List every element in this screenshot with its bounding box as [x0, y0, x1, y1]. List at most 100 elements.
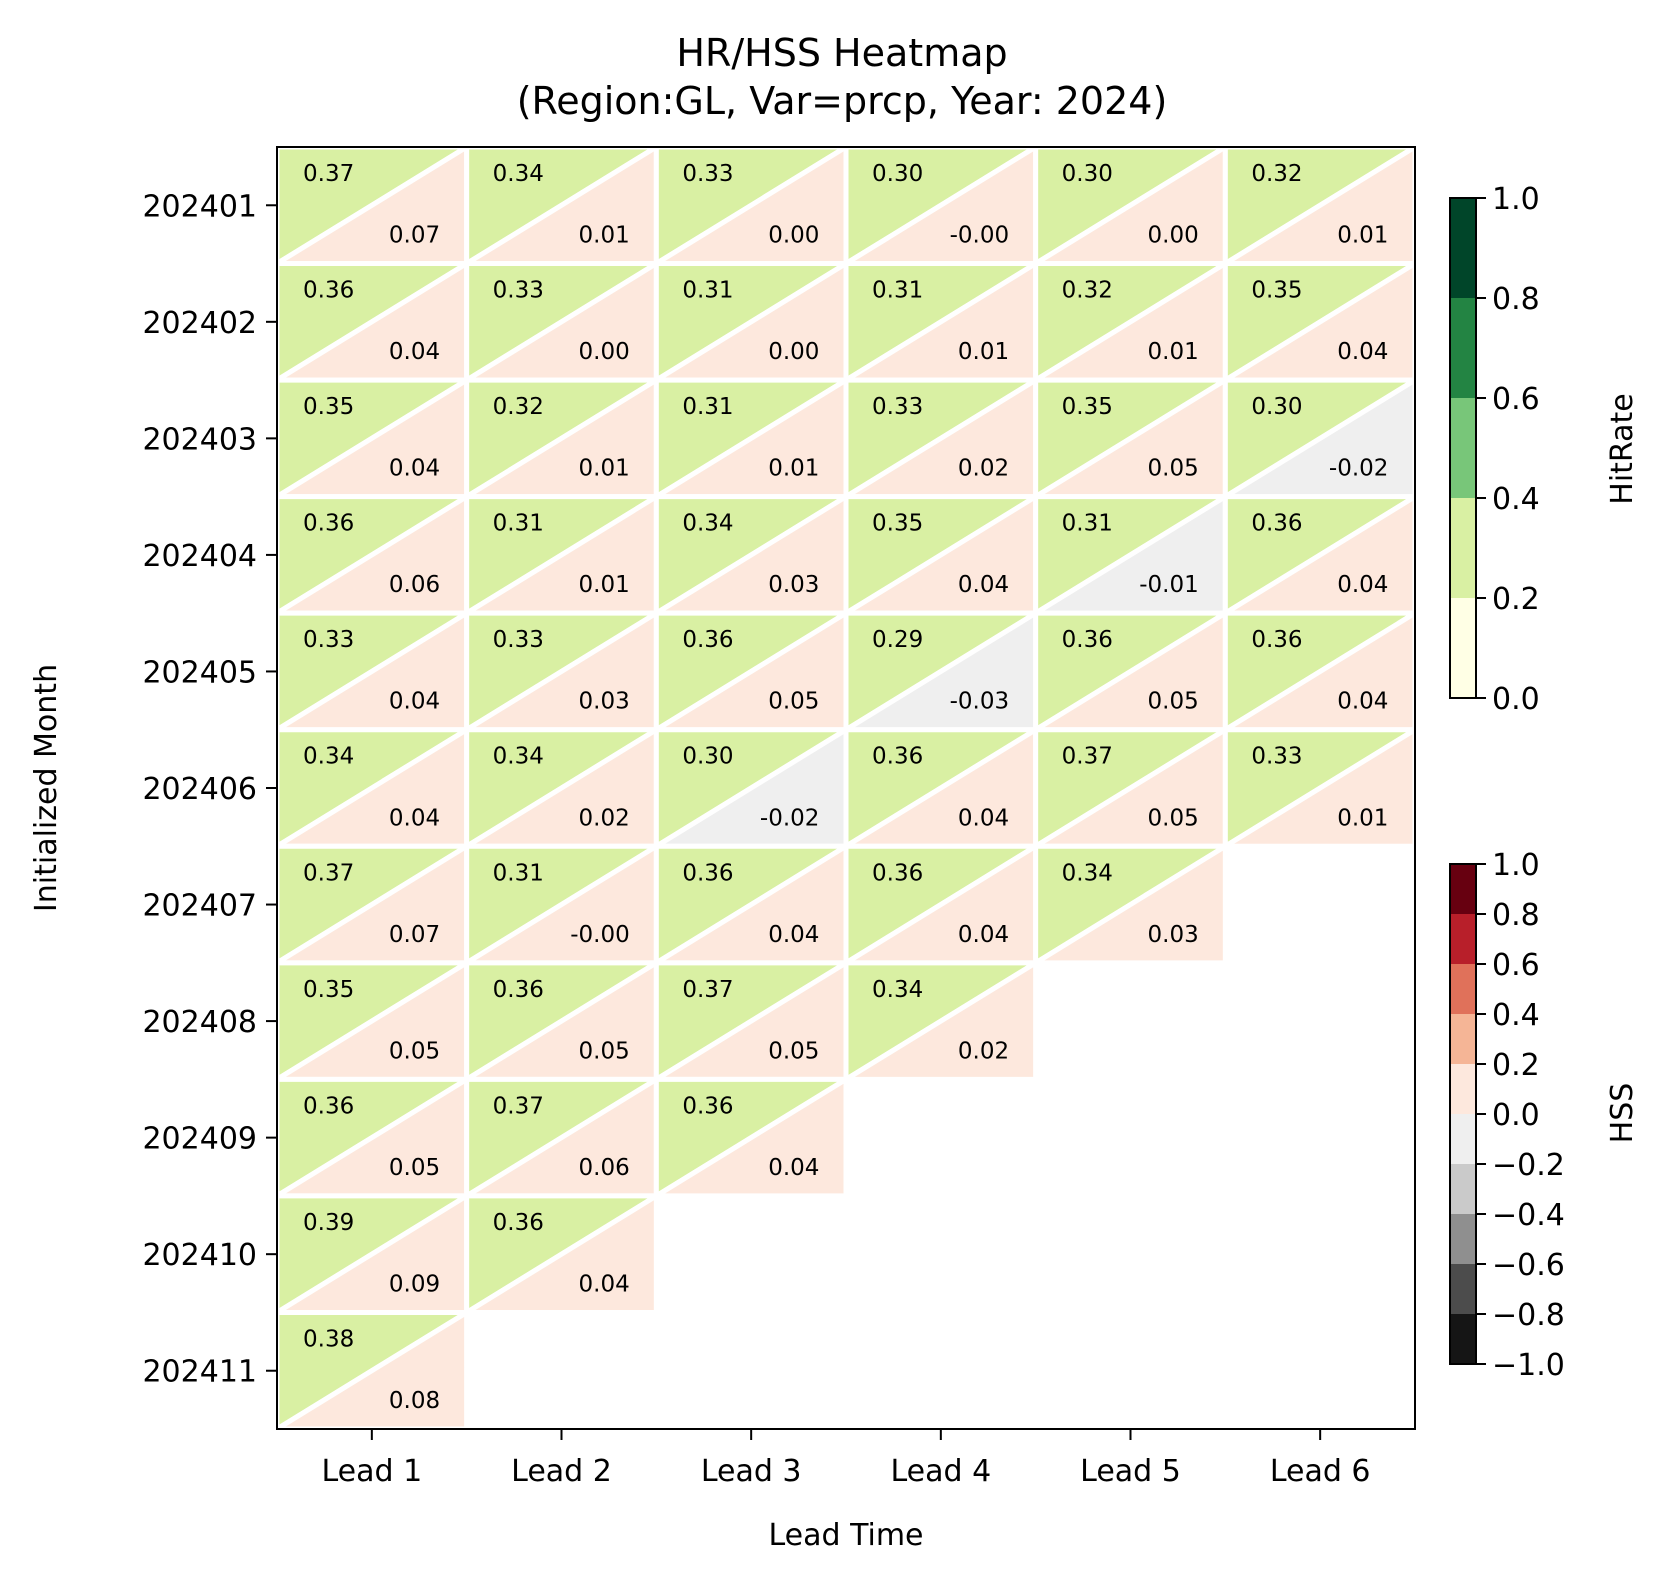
- heatmap-cell: 0.31 0.01: [647, 375, 855, 502]
- heatmap-cell: 0.34 0.02: [837, 958, 1045, 1084]
- hitrate-value-label: 0.36: [1251, 627, 1302, 653]
- hss-value-label: 0.00: [768, 223, 819, 249]
- hitrate-colorbar-segment: [1450, 598, 1476, 698]
- hss-triangle: [837, 958, 1039, 1082]
- hitrate-value-label: 0.37: [682, 977, 733, 1003]
- hss-value-label: 0.04: [958, 572, 1009, 598]
- hitrate-colorbar-label: HitRate: [1605, 393, 1640, 504]
- hss-value-label: 0.05: [1148, 689, 1199, 715]
- heatmap-cell: 0.32 0.01: [1026, 259, 1235, 385]
- hitrate-value-label: 0.36: [303, 278, 354, 304]
- heatmap-cell: 0.33 0.00: [457, 259, 666, 385]
- hss-colorbar-tick-label: −0.2: [1492, 1148, 1565, 1183]
- heatmap-cell: 0.36 0.04: [647, 1074, 855, 1201]
- heatmap-cell: 0.37 0.07: [268, 841, 476, 968]
- hss-colorbar-segment: [1450, 1214, 1476, 1264]
- hss-value-label: 0.00: [579, 339, 630, 365]
- heatmap-cell: 0.35 0.05: [268, 958, 476, 1084]
- hitrate-value-label: 0.33: [493, 278, 544, 304]
- heatmap-cell: 0.36 0.05: [1026, 608, 1235, 735]
- heatmap-cell: 0.34 0.03: [647, 492, 855, 618]
- hitrate-value-label: 0.35: [872, 511, 923, 537]
- hss-colorbar-tick-label: 0.6: [1492, 948, 1540, 983]
- hitrate-value-label: 0.31: [872, 278, 923, 304]
- hitrate-value-label: 0.29: [872, 627, 923, 653]
- heatmap-cell: 0.36 0.04: [647, 841, 855, 968]
- y-tick-label: 202404: [142, 539, 257, 574]
- hss-value-label: -0.02: [1329, 456, 1389, 482]
- hss-value-label: 0.01: [579, 223, 630, 249]
- hss-value-label: 0.02: [958, 456, 1009, 482]
- hitrate-value-label: 0.37: [493, 1093, 544, 1119]
- hss-colorbar-segment: [1450, 1114, 1476, 1164]
- heatmap-cell: 0.31 0.01: [457, 492, 666, 618]
- heatmap-cell: 0.36 0.04: [457, 1191, 666, 1317]
- heatmap-cell: 0.36 0.04: [837, 725, 1045, 851]
- heatmap-cell: 0.35 0.04: [268, 375, 476, 502]
- heatmap-cell: 0.32 0.01: [457, 375, 666, 502]
- hss-triangle: [647, 1074, 849, 1199]
- hss-colorbar-tick-label: 1.0: [1492, 848, 1540, 883]
- hss-value-label: 0.04: [1337, 339, 1388, 365]
- heatmap-cell: 0.35 0.04: [837, 492, 1045, 618]
- hss-value-label: 0.04: [579, 1271, 630, 1297]
- hss-value-label: 0.04: [958, 805, 1009, 831]
- heatmap-cell: 0.34 0.02: [457, 725, 666, 851]
- hss-value-label: 0.04: [768, 1155, 819, 1181]
- hss-colorbar: −1.0 −0.8 −0.6 −0.4 −0.2 0.0 0.2 0.4 0.6 0.8 1.0: [1449, 848, 1565, 1383]
- hitrate-value-label: 0.34: [303, 744, 354, 770]
- heatmap-cell: 0.34 0.04: [268, 725, 476, 851]
- hitrate-value-label: 0.35: [303, 394, 354, 420]
- hss-value-label: -0.01: [1139, 572, 1199, 598]
- hitrate-colorbar-segment: [1450, 398, 1476, 498]
- hitrate-value-label: 0.30: [682, 744, 733, 770]
- x-tick-label: Lead 4: [890, 1454, 991, 1489]
- hss-colorbar-segment: [1450, 1064, 1476, 1114]
- hitrate-value-label: 0.36: [682, 860, 733, 886]
- heatmap-cell: 0.38 0.08: [268, 1307, 476, 1434]
- hitrate-value-label: 0.36: [682, 627, 733, 653]
- heatmap-cell: 0.36 0.05: [268, 1074, 476, 1201]
- hitrate-value-label: 0.34: [493, 161, 544, 187]
- hss-value-label: 0.03: [579, 689, 630, 715]
- hitrate-value-label: 0.36: [682, 1093, 733, 1119]
- hss-value-label: 0.04: [958, 922, 1009, 948]
- hss-value-label: -0.00: [950, 223, 1010, 249]
- hitrate-value-label: 0.31: [493, 511, 544, 537]
- hss-value-label: 0.05: [389, 1038, 440, 1064]
- hitrate-colorbar-segment: [1450, 198, 1476, 298]
- x-tick-label: Lead 2: [511, 1454, 612, 1489]
- y-tick-label: 202408: [142, 1005, 257, 1040]
- hitrate-value-label: 0.33: [493, 627, 544, 653]
- x-axis-ticks: Lead 1 Lead 2 Lead 3 Lead 4 Lead 5 Lead 6: [321, 1429, 1371, 1489]
- x-tick-label: Lead 1: [321, 1454, 422, 1489]
- hss-value-label: 0.02: [579, 805, 630, 831]
- hitrate-value-label: 0.38: [303, 1326, 354, 1352]
- hitrate-value-label: 0.36: [493, 977, 544, 1003]
- hss-value-label: 0.04: [1337, 689, 1388, 715]
- hitrate-value-label: 0.35: [303, 977, 354, 1003]
- heatmap-cell: 0.36 0.05: [647, 608, 855, 735]
- hitrate-value-label: 0.37: [1062, 744, 1113, 770]
- heatmap-cell: 0.36 0.04: [268, 259, 476, 385]
- hitrate-value-label: 0.36: [1251, 511, 1302, 537]
- hitrate-value-label: 0.36: [872, 860, 923, 886]
- heatmap-cell: 0.35 0.04: [1216, 259, 1424, 385]
- heatmap-cell: 0.33 0.01: [1216, 725, 1424, 851]
- hitrate-value-label: 0.35: [1251, 278, 1302, 304]
- hitrate-value-label: 0.37: [303, 161, 354, 187]
- hss-value-label: -0.00: [570, 922, 630, 948]
- y-tick-label: 202401: [142, 189, 257, 224]
- hitrate-value-label: 0.31: [493, 860, 544, 886]
- hss-value-label: 0.04: [389, 339, 440, 365]
- y-tick-label: 202406: [142, 772, 257, 807]
- hss-triangle: [457, 1191, 659, 1315]
- hss-colorbar-segment: [1450, 964, 1476, 1014]
- hss-colorbar-label: HSS: [1605, 1083, 1640, 1144]
- hss-value-label: 0.04: [768, 922, 819, 948]
- hitrate-value-label: 0.37: [303, 860, 354, 886]
- hitrate-value-label: 0.33: [303, 627, 354, 653]
- hss-value-label: 0.05: [579, 1038, 630, 1064]
- hitrate-value-label: 0.34: [1062, 860, 1113, 886]
